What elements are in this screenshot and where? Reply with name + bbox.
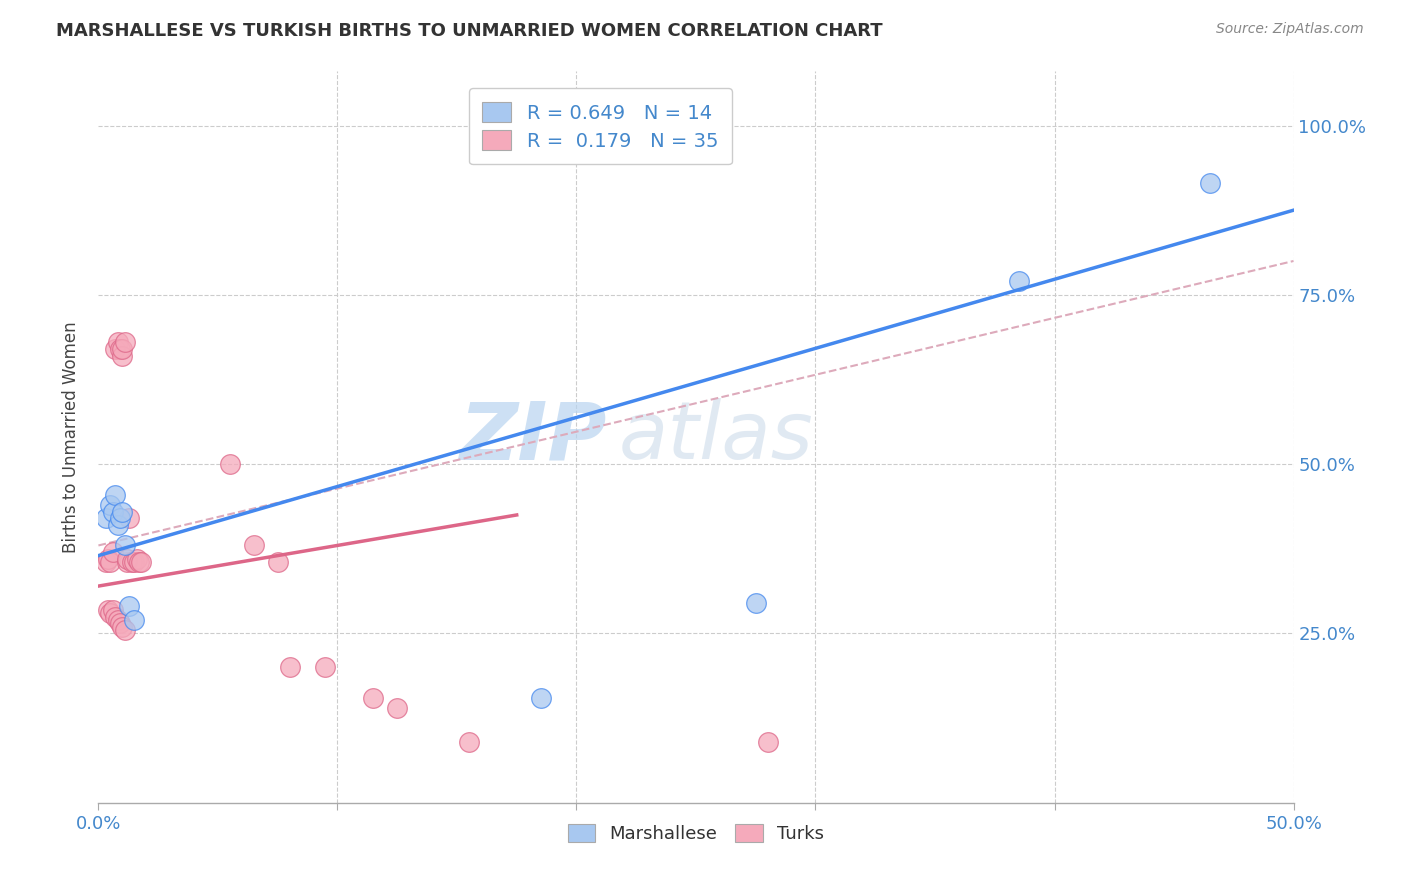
- Point: [756, 735, 779, 749]
- Point: [98, 606, 122, 620]
- Point: [107, 518, 129, 533]
- Point: [104, 342, 127, 356]
- Point: [115, 552, 138, 566]
- Text: MARSHALLESE VS TURKISH BIRTHS TO UNMARRIED WOMEN CORRELATION CHART: MARSHALLESE VS TURKISH BIRTHS TO UNMARRI…: [56, 22, 883, 40]
- Point: [1008, 274, 1031, 288]
- Point: [1199, 176, 1222, 190]
- Point: [118, 511, 141, 525]
- Point: [363, 690, 385, 705]
- Point: [115, 555, 138, 569]
- Point: [124, 555, 146, 569]
- Point: [219, 457, 242, 471]
- Text: ZIP: ZIP: [458, 398, 606, 476]
- Point: [111, 620, 134, 634]
- Y-axis label: Births to Unmarried Women: Births to Unmarried Women: [62, 321, 80, 553]
- Point: [385, 701, 409, 715]
- Point: [114, 538, 136, 552]
- Point: [118, 599, 141, 614]
- Point: [108, 511, 131, 525]
- Point: [108, 342, 131, 356]
- Point: [125, 552, 148, 566]
- Point: [278, 660, 301, 674]
- Point: [101, 603, 124, 617]
- Point: [458, 735, 481, 749]
- Point: [101, 505, 124, 519]
- Point: [107, 335, 129, 350]
- Point: [104, 609, 127, 624]
- Point: [128, 555, 150, 569]
- Point: [98, 555, 122, 569]
- Point: [114, 335, 136, 350]
- Point: [101, 545, 124, 559]
- Point: [94, 511, 117, 525]
- Point: [111, 349, 134, 363]
- Text: atlas: atlas: [619, 398, 813, 476]
- Point: [97, 552, 120, 566]
- Point: [108, 616, 131, 631]
- Legend: Marshallese, Turks: Marshallese, Turks: [560, 815, 832, 852]
- Text: Source: ZipAtlas.com: Source: ZipAtlas.com: [1216, 22, 1364, 37]
- Point: [315, 660, 337, 674]
- Point: [530, 690, 553, 705]
- Point: [243, 538, 266, 552]
- Point: [104, 488, 127, 502]
- Point: [114, 623, 136, 637]
- Point: [124, 613, 146, 627]
- Point: [107, 613, 129, 627]
- Point: [267, 555, 290, 569]
- Point: [98, 498, 122, 512]
- Point: [745, 596, 768, 610]
- Point: [111, 505, 134, 519]
- Point: [111, 342, 134, 356]
- Point: [97, 603, 120, 617]
- Point: [131, 555, 153, 569]
- Point: [94, 555, 117, 569]
- Point: [121, 555, 143, 569]
